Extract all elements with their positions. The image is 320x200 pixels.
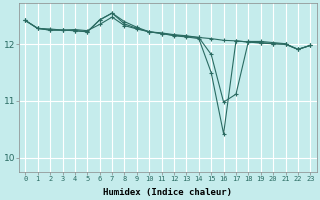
X-axis label: Humidex (Indice chaleur): Humidex (Indice chaleur)	[103, 188, 232, 197]
